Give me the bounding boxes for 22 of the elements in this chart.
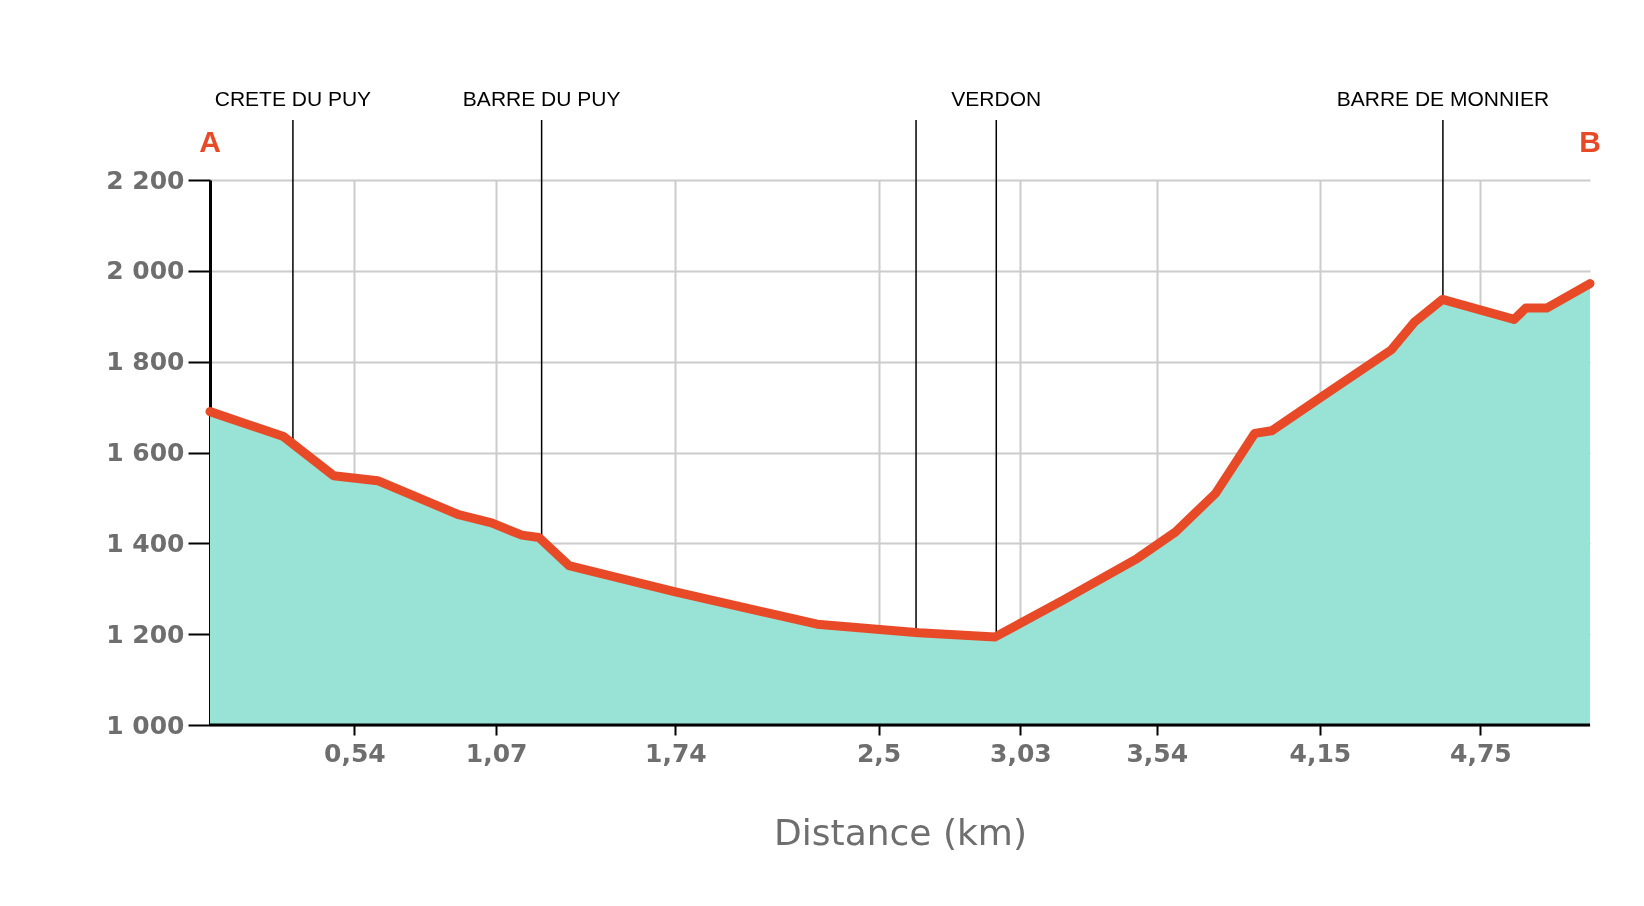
ref-line-label: BARRE DE MONNIER [1336, 87, 1550, 110]
x-axis-title: Distance (km) [774, 811, 1027, 853]
x-tick-label: 4,75 [1450, 738, 1512, 768]
x-tick-label: 3,54 [1126, 738, 1189, 768]
ref-line-label: BARRE DU PUY [462, 87, 621, 110]
x-tick-label: 2,5 [856, 738, 902, 768]
y-tick-label: 2 200 [106, 165, 185, 195]
ref-line-label: VERDON [951, 87, 1042, 110]
x-tick-label: 1,74 [645, 738, 707, 768]
ref-line-label: CRETE DU PUY [214, 87, 372, 110]
y-tick-label: 1 600 [106, 438, 185, 467]
y-tick-label: 1 800 [106, 347, 185, 377]
x-tick-label: 1,07 [465, 738, 528, 768]
y-tick-label: 1 400 [106, 528, 185, 558]
x-tick-label: 0,54 [324, 738, 386, 768]
text: A [199, 125, 221, 158]
text: B [1579, 125, 1601, 158]
x-tick-label: 3,03 [990, 738, 1052, 768]
y-tick-label: 1 000 [106, 710, 185, 740]
x-tick-label: 4,15 [1289, 738, 1352, 768]
y-tick-label: 1 200 [106, 619, 185, 649]
y-tick-label: 2 000 [106, 256, 185, 286]
